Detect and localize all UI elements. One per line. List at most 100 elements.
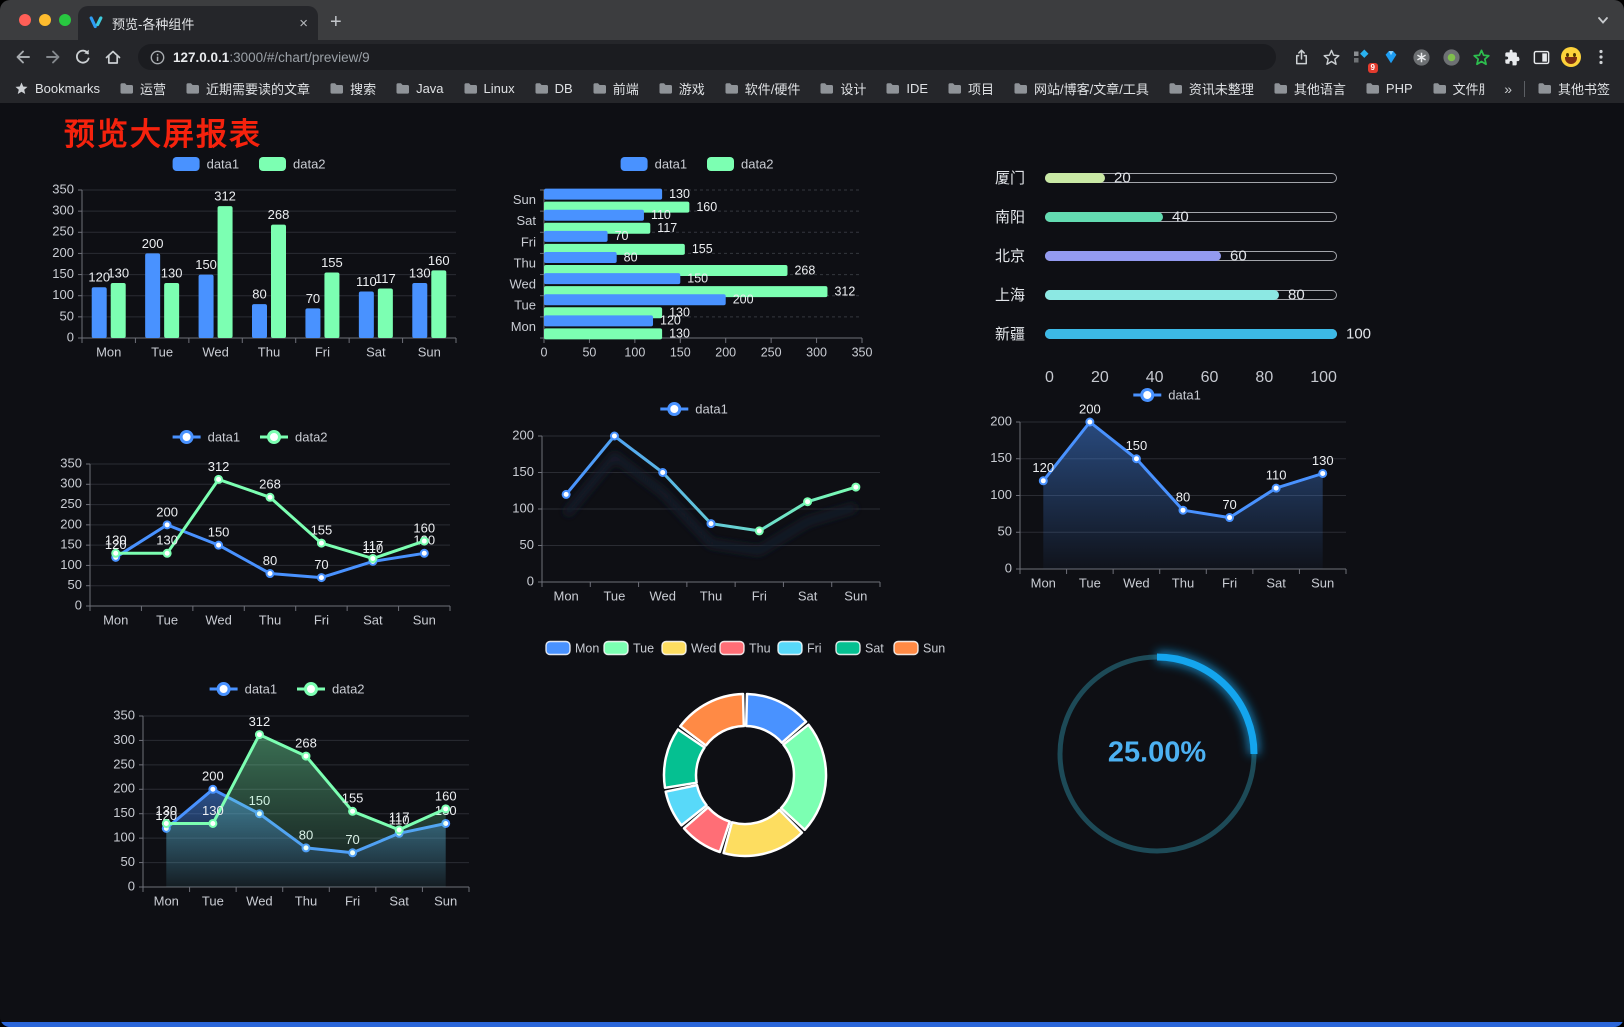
svg-text:100: 100: [512, 500, 534, 515]
svg-text:Tue: Tue: [514, 298, 536, 313]
bookmark-item[interactable]: 搜索: [329, 79, 376, 98]
svg-text:Thu: Thu: [749, 641, 771, 655]
bookmark-item[interactable]: PHP: [1365, 81, 1413, 96]
share-button[interactable]: [1288, 44, 1314, 70]
bookmarks-divider: [1523, 80, 1525, 97]
asterisk-circle-icon: [1412, 48, 1430, 66]
svg-text:200: 200: [156, 504, 178, 519]
svg-text:Mon: Mon: [553, 588, 578, 603]
svg-text:312: 312: [249, 714, 271, 729]
bookmark-item[interactable]: 资讯未整理: [1168, 79, 1254, 98]
svg-text:160: 160: [696, 200, 717, 214]
home-icon: [105, 50, 121, 64]
traffic-lights: [19, 14, 71, 26]
extension-button-4[interactable]: [1438, 44, 1464, 70]
minimize-window-button[interactable]: [39, 14, 51, 26]
browser-menu-button[interactable]: [1588, 44, 1614, 70]
svg-text:data2: data2: [295, 429, 328, 444]
svg-text:117: 117: [657, 221, 677, 235]
back-button[interactable]: [10, 44, 36, 70]
bookmarks-right-group: » 其他书签: [1504, 79, 1610, 98]
two-series-line-chart[interactable]: data1 data2 0 50 100 150 200 250 300 350 Mon Tue Wed…: [42, 424, 462, 634]
bookmark-item[interactable]: Linux: [463, 81, 515, 96]
home-button[interactable]: [100, 44, 126, 70]
url-bar[interactable]: 127.0.0.1:3000/#/chart/preview/9: [138, 44, 1276, 70]
bookmark-item[interactable]: 游戏: [658, 79, 705, 98]
bookmark-item[interactable]: Java: [395, 81, 444, 96]
progress-value: 100: [1346, 325, 1372, 342]
progress-value: 40: [1172, 208, 1189, 225]
svg-text:150: 150: [687, 271, 708, 285]
weekday-donut-chart[interactable]: Mon Tue Wed Thu Fri Sat Sun: [545, 634, 945, 892]
svg-text:70: 70: [306, 291, 320, 306]
bookmark-item[interactable]: IDE: [885, 81, 928, 96]
bookmark-item[interactable]: 设计: [819, 79, 866, 98]
grouped-bar-chart[interactable]: data1 data2 0 50 100 150 200 250 300 350 Mon Tue Wed…: [36, 150, 466, 362]
extension-button-2[interactable]: [1378, 44, 1404, 70]
gem-icon: [1385, 51, 1397, 64]
bookmark-item[interactable]: 项目: [947, 79, 994, 98]
site-info-icon[interactable]: [150, 50, 165, 65]
bookmark-item[interactable]: 软件/硬件: [724, 79, 800, 98]
tab-search-chevron-icon[interactable]: [1596, 13, 1610, 27]
bookmark-star-button[interactable]: [1318, 44, 1344, 70]
bookmark-item[interactable]: 前端: [592, 79, 639, 98]
close-window-button[interactable]: [19, 14, 31, 26]
svg-text:Fri: Fri: [752, 588, 767, 603]
svg-text:Wed: Wed: [246, 893, 273, 908]
bookmark-item[interactable]: DB: [534, 81, 573, 96]
green-star-icon: [1472, 49, 1490, 65]
bookmark-item[interactable]: 其他语言: [1273, 79, 1346, 98]
ring-progress-gauge[interactable]: 25.00%: [1038, 630, 1276, 878]
bookmark-label: 设计: [840, 82, 867, 97]
extensions-menu-button[interactable]: [1498, 44, 1524, 70]
bookmark-item[interactable]: 近期需要读的文章: [185, 79, 310, 98]
city-progress-bars[interactable]: 厦门 20 南阳 40 北京 60 上海 80 新疆 100 0 20 40 60 80 100: [995, 158, 1373, 386]
svg-text:Sat: Sat: [865, 641, 884, 655]
bookmark-item[interactable]: 运营: [119, 79, 166, 98]
gradient-line-chart[interactable]: data1 0 50 100 150 200 Mon Tue Wed Thu Fri Sat Sun: [500, 396, 892, 608]
svg-text:155: 155: [342, 791, 364, 806]
area-line-chart[interactable]: data1 0 50 100 150 200 Mon Tue Wed Thu Fri Sat Sun 12…: [978, 384, 1360, 595]
other-bookmarks-item[interactable]: 其他书签: [1537, 79, 1610, 98]
progress-value: 20: [1114, 169, 1131, 186]
svg-text:80: 80: [624, 250, 638, 264]
folder-icon: [535, 83, 548, 94]
side-panel-button[interactable]: [1528, 44, 1554, 70]
svg-text:350: 350: [52, 181, 74, 196]
bookmarks-manager-item[interactable]: Bookmarks: [14, 81, 100, 96]
profile-avatar[interactable]: [1558, 44, 1584, 70]
maximize-window-button[interactable]: [59, 14, 71, 26]
tab-close-icon[interactable]: ×: [299, 14, 308, 32]
progress-label: 厦门: [995, 170, 1026, 187]
progress-row: 南阳 40: [995, 197, 1337, 236]
axis-tick-label: 0: [1045, 369, 1054, 386]
axis-tick-label: 80: [1255, 369, 1274, 386]
svg-text:Sun: Sun: [418, 344, 441, 359]
svg-text:25.00%: 25.00%: [1108, 737, 1207, 769]
svg-text:312: 312: [208, 459, 230, 474]
bookmark-label: 网站/博客/文章/工具: [1034, 82, 1149, 97]
extension-button-3[interactable]: [1408, 44, 1434, 70]
svg-text:350: 350: [852, 345, 873, 359]
horizontal-bar-chart[interactable]: data1 data2 0 50 100 150 200 250 300 350 Sun 130 160…: [500, 150, 898, 364]
new-tab-button[interactable]: +: [330, 11, 342, 33]
svg-text:100: 100: [624, 345, 645, 359]
bookmark-item[interactable]: 文件服务器: [1432, 79, 1485, 98]
browser-tab[interactable]: 预览-各种组件 ×: [78, 6, 318, 40]
reload-icon: [76, 49, 90, 64]
bookmark-item[interactable]: 网站/博客/文章/工具: [1013, 79, 1149, 98]
two-series-area-chart[interactable]: data1 data2 0 50 100 150 200 250 300 350 Mon Tue Wed…: [95, 674, 483, 919]
bookmark-label: Linux: [483, 81, 515, 96]
reload-button[interactable]: [70, 44, 96, 70]
forward-button[interactable]: [40, 44, 66, 70]
extension-button-5[interactable]: [1468, 44, 1494, 70]
svg-text:268: 268: [794, 263, 815, 277]
svg-text:130: 130: [669, 306, 690, 320]
svg-text:Sat: Sat: [389, 893, 409, 908]
page-title: 预览大屏报表: [64, 117, 262, 152]
svg-text:data1: data1: [208, 429, 241, 444]
progress-fill: [1045, 289, 1279, 300]
bookmarks-overflow-button[interactable]: »: [1504, 80, 1512, 97]
extension-button-1[interactable]: 9: [1348, 44, 1378, 73]
